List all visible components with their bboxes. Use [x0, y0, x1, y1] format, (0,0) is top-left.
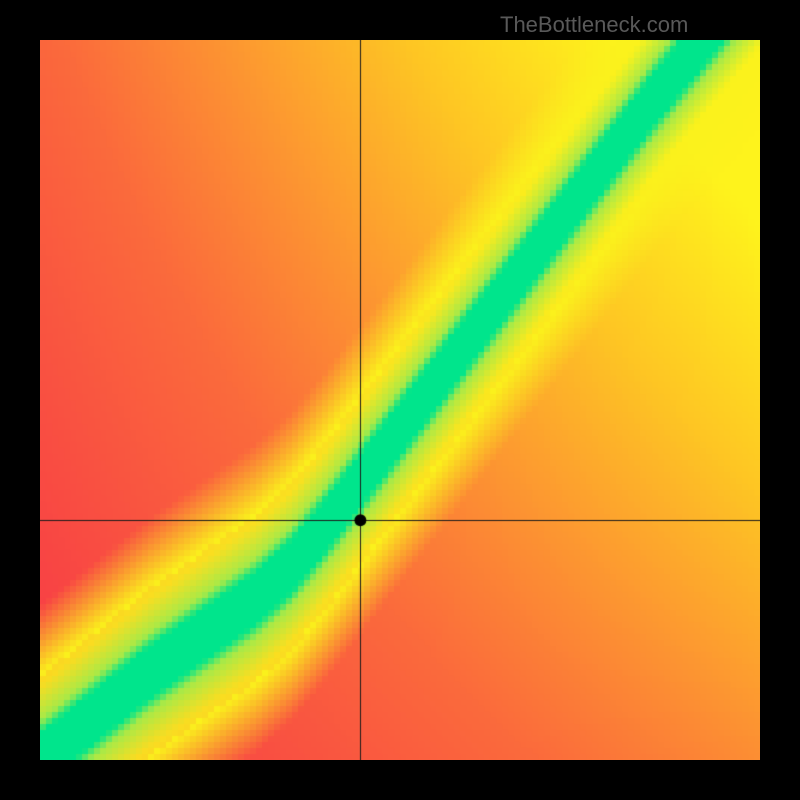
crosshair-overlay: [40, 40, 760, 760]
watermark-text: TheBottleneck.com: [500, 12, 688, 38]
